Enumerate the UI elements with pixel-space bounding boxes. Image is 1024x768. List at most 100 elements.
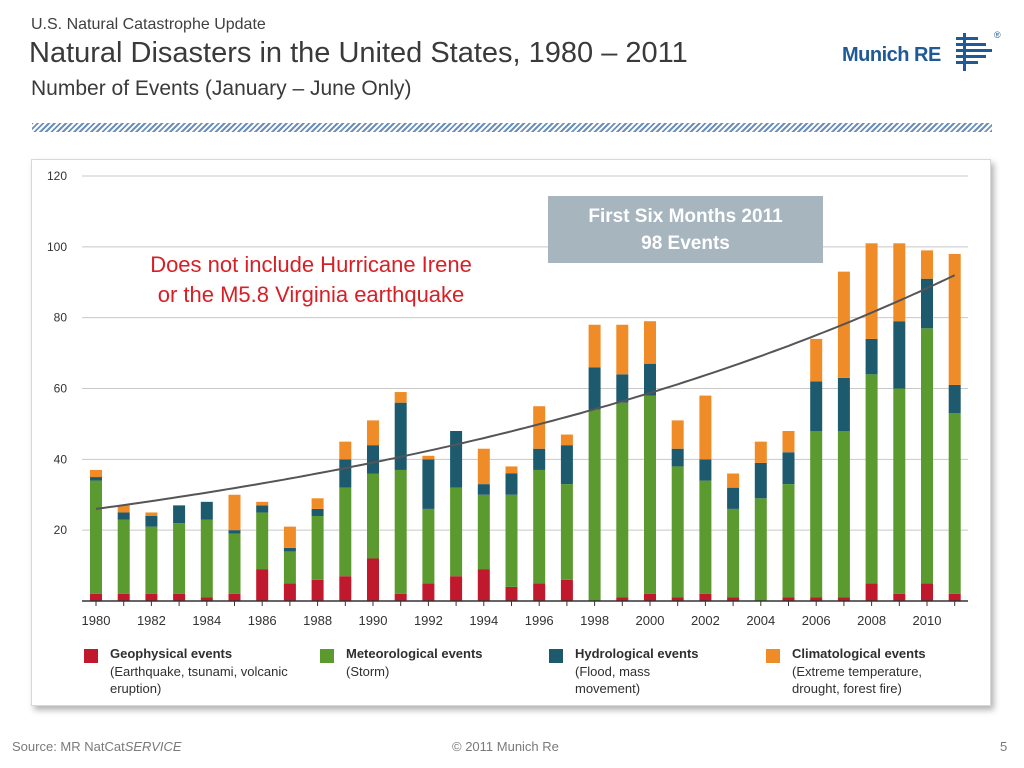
bar-meteorological-1988 (311, 516, 324, 580)
bar-geophysical-1990 (367, 558, 379, 601)
bar-geophysical-1993 (450, 576, 463, 601)
bar-hydrological-1982 (145, 516, 158, 527)
bar-climatological-2003 (727, 473, 740, 488)
bar-hydrological-2000 (644, 363, 656, 396)
bar-geophysical-2011 (948, 593, 961, 601)
bar-hydrological-1989 (339, 459, 352, 488)
bar-geophysical-2010 (921, 583, 933, 601)
bar-hydrological-1997 (560, 445, 573, 485)
legend-swatch-meteorological (320, 649, 334, 663)
bar-climatological-2011 (948, 253, 961, 385)
x-tick-label-2002: 2002 (691, 613, 720, 628)
bar-hydrological-2009 (893, 321, 906, 389)
bar-climatological-1987 (283, 526, 296, 548)
bar-climatological-1999 (616, 324, 629, 375)
callout-line-1: First Six Months 2011 (588, 206, 783, 227)
note-line-1: Does not include Hurricane Irene (150, 252, 472, 277)
bar-climatological-1998 (588, 324, 601, 368)
bar-meteorological-1986 (256, 512, 269, 570)
bar-meteorological-1981 (117, 519, 130, 594)
bar-meteorological-2005 (782, 484, 795, 598)
bar-hydrological-2008 (865, 338, 878, 375)
bar-hydrological-2006 (810, 381, 823, 431)
bar-hydrological-1985 (228, 530, 241, 534)
bar-climatological-2002 (699, 395, 712, 460)
bar-meteorological-2008 (865, 374, 878, 584)
bar-climatological-1982 (145, 512, 158, 516)
bar-hydrological-2004 (754, 462, 767, 499)
bar-climatological-1980 (90, 469, 102, 478)
legend-desc-hydrological: (Flood, mass movement) (575, 664, 651, 696)
callout-box: First Six Months 2011 98 Events (548, 196, 823, 263)
x-tick-label-1986: 1986 (248, 613, 277, 628)
bar-geophysical-1982 (145, 593, 158, 601)
x-tick-label-1992: 1992 (414, 613, 443, 628)
bar-geophysical-2006 (810, 597, 823, 601)
bar-climatological-2010 (921, 250, 933, 279)
bar-meteorological-2004 (754, 498, 767, 601)
x-tick-label-1996: 1996 (525, 613, 554, 628)
legend-desc-geophysical: (Earthquake, tsunami, volcanic eruption) (110, 664, 288, 696)
trend-line (95, 274, 956, 510)
bar-meteorological-1993 (450, 487, 463, 577)
bar-meteorological-2003 (727, 508, 740, 598)
bar-hydrological-2011 (948, 384, 961, 414)
bar-hydrological-1990 (367, 445, 379, 474)
bar-hydrological-2005 (782, 452, 795, 485)
footer-source: Source: MR NatCatSERVICE (12, 739, 182, 754)
munich-re-logo: Munich RE ® (842, 30, 1007, 75)
bar-meteorological-2000 (644, 395, 656, 594)
bar-climatological-2004 (754, 441, 767, 463)
x-tick-label-1998: 1998 (580, 613, 609, 628)
bar-geophysical-2001 (671, 597, 684, 601)
bar-climatological-1995 (505, 466, 518, 474)
footer-copyright: © 2011 Munich Re (452, 739, 559, 754)
bar-hydrological-2002 (699, 459, 712, 481)
x-tick-label-1994: 1994 (469, 613, 498, 628)
bar-climatological-1988 (311, 498, 324, 509)
bar-climatological-1997 (560, 434, 573, 446)
source-prefix: Source: MR NatCat (12, 739, 125, 754)
bar-meteorological-1991 (394, 469, 407, 594)
bar-geophysical-1984 (200, 597, 213, 601)
logo-registered-mark: ® (994, 30, 1001, 40)
bar-meteorological-2006 (810, 431, 823, 598)
bar-hydrological-1995 (505, 473, 518, 495)
bar-meteorological-1980 (90, 480, 102, 594)
bar-geophysical-1980 (90, 593, 102, 601)
legend-desc-meteorological: (Storm) (346, 664, 390, 679)
y-tick-label-120: 120 (47, 169, 67, 183)
bar-hydrological-1991 (394, 402, 407, 470)
bar-meteorological-1982 (145, 526, 158, 594)
bar-hydrological-1993 (450, 431, 463, 488)
bar-meteorological-1992 (422, 508, 435, 584)
bar-hydrological-1984 (200, 501, 213, 520)
bar-hydrological-1988 (311, 508, 324, 516)
page-subtitle: Number of Events (January – June Only) (31, 77, 412, 100)
bar-meteorological-1999 (616, 402, 629, 598)
page-title: Natural Disasters in the United States, … (29, 37, 688, 69)
bar-geophysical-1981 (117, 593, 130, 601)
bar-climatological-2006 (810, 338, 823, 382)
bar-meteorological-1985 (228, 533, 241, 594)
bar-geophysical-1991 (394, 593, 407, 601)
bar-geophysical-2002 (699, 593, 712, 601)
bar-hydrological-2007 (837, 377, 850, 431)
bar-geophysical-1983 (173, 593, 186, 601)
bar-meteorological-1987 (283, 551, 296, 584)
bar-meteorological-1990 (367, 473, 379, 559)
bar-geophysical-1997 (560, 579, 573, 601)
legend-swatch-climatological (766, 649, 780, 663)
bar-hydrological-1994 (477, 484, 490, 495)
bar-climatological-2005 (782, 431, 795, 453)
bar-hydrological-1983 (173, 505, 186, 524)
bar-meteorological-2009 (893, 388, 906, 594)
x-tick-label-2000: 2000 (636, 613, 665, 628)
bar-meteorological-2002 (699, 480, 712, 594)
bar-geophysical-1992 (422, 583, 435, 601)
bar-climatological-2008 (865, 243, 878, 339)
x-tick-label-1990: 1990 (359, 613, 388, 628)
source-suffix: SERVICE (124, 739, 182, 754)
bar-climatological-1981 (117, 505, 130, 513)
